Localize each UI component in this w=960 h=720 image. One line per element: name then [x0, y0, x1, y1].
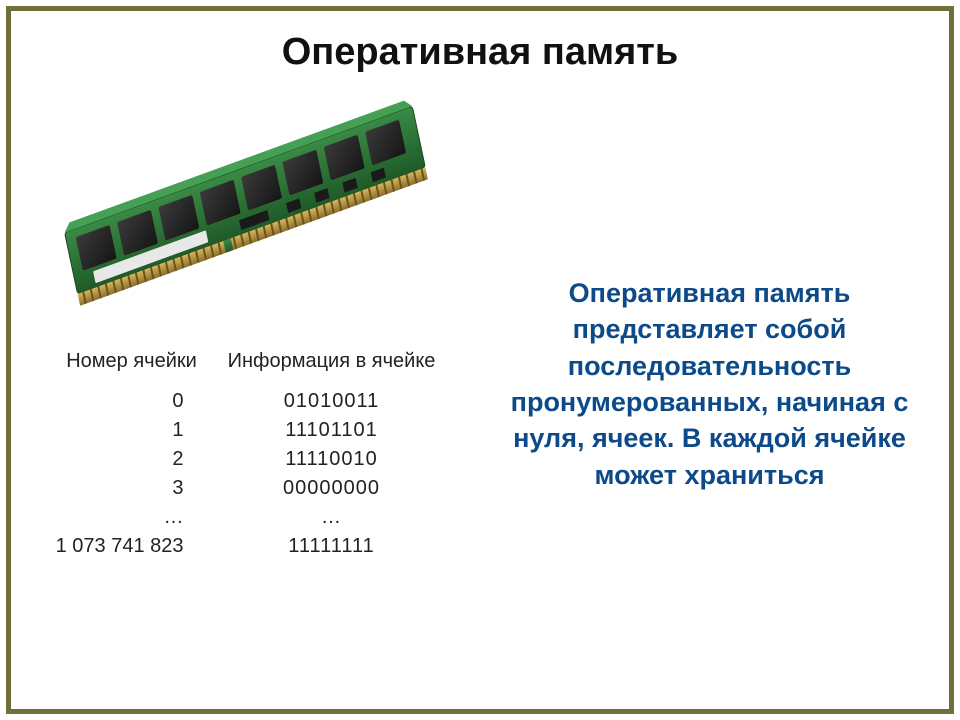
left-column: Номер ячейки Информация в ячейке 0 01010… — [11, 90, 480, 678]
table-row: 3 00000000 — [46, 474, 446, 503]
cell-value: 01010011 — [218, 387, 446, 416]
table-row: … … — [46, 503, 446, 532]
cell-value: 11110010 — [218, 445, 446, 474]
cell-address: 2 — [46, 445, 218, 474]
table-row: 1 11101101 — [46, 416, 446, 445]
col-header-address: Номер ячейки — [46, 344, 218, 387]
col-header-value: Информация в ячейке — [218, 344, 446, 387]
description-text: Оперативная память представляет собой по… — [484, 275, 935, 494]
cell-value: 11111111 — [218, 532, 446, 561]
table-row: 1 073 741 823 11111111 — [46, 532, 446, 561]
table-row: 2 11110010 — [46, 445, 446, 474]
slide-title: Оперативная память — [11, 11, 949, 90]
cell-value: 11101101 — [218, 416, 446, 445]
table-row: 0 01010011 — [46, 387, 446, 416]
cell-address: 1 073 741 823 — [46, 532, 218, 561]
content-row: Номер ячейки Информация в ячейке 0 01010… — [11, 90, 949, 678]
cell-value: … — [218, 503, 446, 532]
cell-address: 3 — [46, 474, 218, 503]
cell-address: … — [46, 503, 218, 532]
ram-svg — [36, 90, 456, 320]
right-column: Оперативная память представляет собой по… — [480, 90, 949, 678]
cell-address: 0 — [46, 387, 218, 416]
cell-address: 1 — [46, 416, 218, 445]
memory-table: Номер ячейки Информация в ячейке 0 01010… — [46, 344, 446, 561]
table-header-row: Номер ячейки Информация в ячейке — [46, 344, 446, 387]
ram-module-image — [36, 90, 456, 320]
slide-frame: Оперативная память — [6, 6, 954, 714]
cell-value: 00000000 — [218, 474, 446, 503]
